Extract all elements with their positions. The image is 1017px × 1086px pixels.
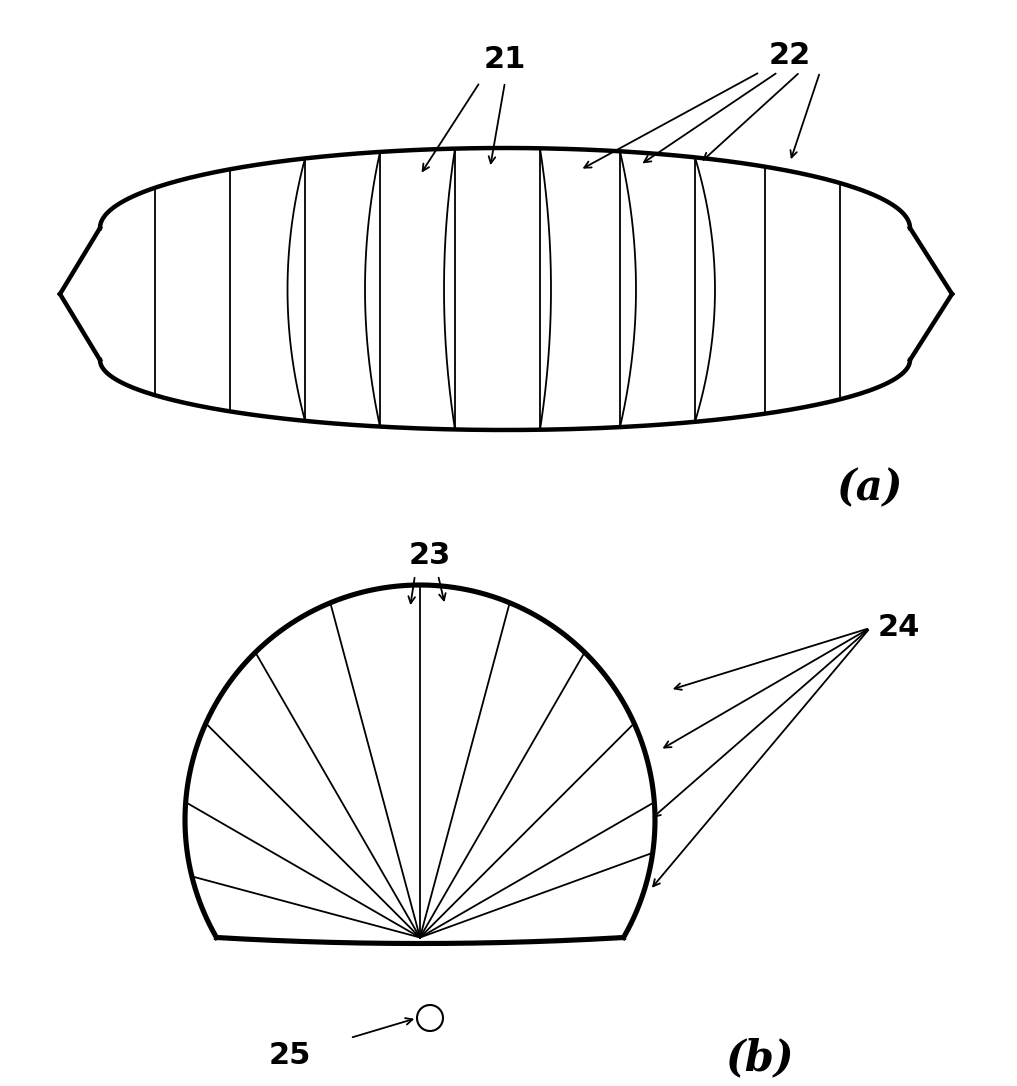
Text: 23: 23 <box>409 541 452 569</box>
Text: 21: 21 <box>484 46 526 75</box>
Text: (b): (b) <box>726 1037 794 1079</box>
Text: 22: 22 <box>769 40 812 70</box>
Text: (a): (a) <box>837 467 903 509</box>
Text: 24: 24 <box>878 614 920 643</box>
Text: 25: 25 <box>268 1040 311 1070</box>
